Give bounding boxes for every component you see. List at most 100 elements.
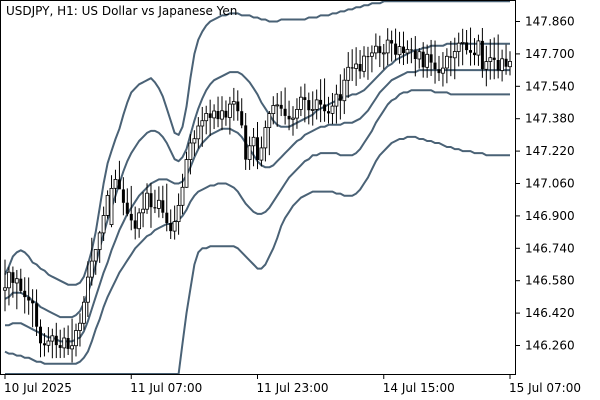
candle	[271, 96, 276, 125]
candle	[421, 42, 425, 78]
candle	[444, 48, 449, 84]
candle-body	[66, 338, 70, 349]
candle	[208, 99, 212, 136]
candle-body	[7, 271, 11, 289]
candle-body	[35, 303, 39, 327]
candle	[70, 318, 74, 363]
y-tick-label: 147.380	[525, 112, 575, 126]
candle	[259, 136, 264, 167]
candle	[14, 269, 19, 310]
candle	[200, 106, 205, 147]
candle-body	[319, 99, 323, 105]
candle-body	[385, 39, 390, 54]
candle	[390, 30, 394, 62]
candle-body	[342, 79, 347, 102]
candle-body	[500, 58, 505, 71]
candle	[176, 193, 181, 235]
candle-body	[358, 64, 362, 72]
candle-body	[27, 297, 31, 301]
candle	[492, 37, 496, 80]
candle-body	[452, 51, 457, 59]
candle	[338, 74, 342, 120]
candle	[323, 78, 327, 122]
candle-body	[14, 278, 19, 284]
candle	[417, 48, 422, 69]
candle	[39, 319, 42, 358]
candle	[405, 40, 410, 64]
y-tick-label: 146.420	[525, 306, 575, 320]
candle-body	[492, 57, 496, 60]
candle-body	[271, 105, 276, 115]
candle	[508, 51, 512, 76]
x-tick-label: 11 Jul 07:00	[130, 381, 202, 395]
candle-body	[267, 113, 272, 128]
candle	[141, 192, 146, 228]
candle	[105, 190, 110, 219]
x-tick-label: 15 Jul 07:00	[509, 381, 581, 395]
y-tick-label: 147.700	[525, 47, 575, 61]
candle	[54, 322, 58, 359]
candle	[165, 183, 169, 232]
candle-body	[54, 335, 58, 346]
candle-body	[291, 117, 295, 120]
candle	[240, 98, 244, 129]
candle	[180, 173, 185, 215]
candle	[82, 296, 86, 330]
candle	[169, 209, 173, 239]
candle-body	[397, 46, 402, 56]
candle-body	[350, 67, 354, 69]
candle-body	[256, 137, 259, 160]
candle	[46, 327, 51, 353]
candle	[256, 121, 259, 170]
candle-body	[402, 46, 405, 54]
candle-body	[156, 199, 161, 209]
candle	[366, 46, 370, 80]
candle	[456, 32, 461, 67]
candle-body	[74, 330, 78, 347]
price-axis: 147.860 147.700 147.540 147.380 147.220 147.0…	[515, 15, 575, 353]
candle-body	[287, 115, 291, 120]
candle-body	[323, 104, 327, 112]
candle-body	[338, 94, 342, 101]
candle	[279, 91, 283, 117]
candle	[220, 96, 224, 131]
candle-body	[369, 52, 374, 57]
candle	[19, 268, 23, 294]
y-tick-label: 146.260	[525, 339, 575, 353]
candle-body	[444, 55, 449, 69]
candle	[23, 277, 27, 314]
candle-body	[295, 109, 299, 119]
candle	[129, 185, 133, 231]
candle	[97, 230, 102, 263]
candle	[109, 175, 114, 228]
candle-body	[346, 66, 351, 81]
candle	[484, 45, 489, 87]
y-tick-label: 147.220	[525, 144, 575, 158]
candle-body	[212, 110, 217, 119]
candle	[133, 206, 137, 240]
candle-body	[303, 97, 307, 100]
x-tick-label: 10 Jul 2025	[4, 381, 72, 395]
candle	[362, 46, 366, 78]
candle	[101, 206, 106, 242]
candle-body	[184, 159, 189, 188]
candle-body	[89, 260, 94, 278]
candle-body	[480, 40, 484, 70]
candle	[385, 28, 390, 66]
candle-body	[39, 326, 42, 344]
candle-body	[50, 335, 55, 342]
candle-body	[188, 142, 193, 161]
candle	[425, 44, 430, 78]
candle-body	[417, 51, 422, 60]
candle-body	[366, 56, 370, 58]
candle	[149, 183, 153, 228]
candle	[440, 52, 445, 87]
candle	[86, 261, 90, 317]
candle	[121, 177, 125, 216]
candle	[172, 205, 177, 240]
candle-body	[169, 223, 173, 232]
candle-body	[390, 40, 394, 44]
candle-body	[23, 290, 27, 298]
candle	[354, 47, 359, 86]
candle	[267, 111, 272, 156]
